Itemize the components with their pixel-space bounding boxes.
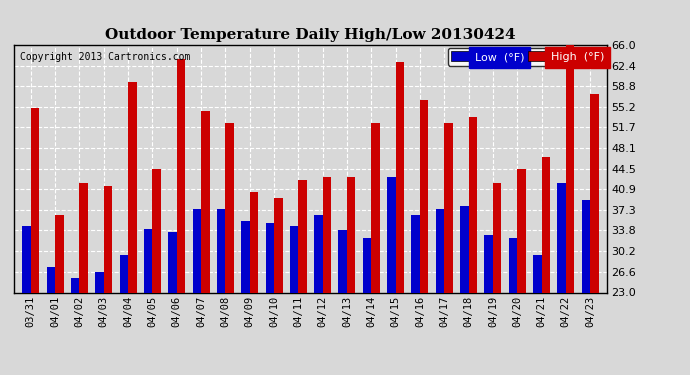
- Bar: [387, 177, 395, 292]
- Bar: [590, 94, 599, 292]
- Bar: [290, 226, 298, 292]
- Bar: [201, 111, 210, 292]
- Bar: [484, 235, 493, 292]
- Bar: [323, 177, 331, 292]
- Bar: [339, 230, 347, 292]
- Bar: [469, 117, 477, 292]
- Bar: [558, 183, 566, 292]
- Bar: [144, 229, 152, 292]
- Bar: [298, 180, 307, 292]
- Bar: [250, 192, 258, 292]
- Bar: [104, 186, 112, 292]
- Bar: [371, 123, 380, 292]
- Bar: [347, 177, 355, 292]
- Bar: [436, 209, 444, 292]
- Bar: [518, 169, 526, 292]
- Bar: [395, 62, 404, 292]
- Bar: [420, 100, 428, 292]
- Bar: [152, 169, 161, 292]
- Bar: [217, 209, 226, 292]
- Bar: [533, 255, 542, 292]
- Bar: [493, 183, 502, 292]
- Legend: Low  (°F), High  (°F): Low (°F), High (°F): [448, 48, 608, 66]
- Bar: [168, 232, 177, 292]
- Bar: [266, 224, 274, 292]
- Bar: [47, 267, 55, 292]
- Bar: [566, 45, 574, 292]
- Bar: [582, 200, 590, 292]
- Bar: [241, 220, 250, 292]
- Bar: [95, 272, 104, 292]
- Bar: [444, 123, 453, 292]
- Bar: [274, 198, 282, 292]
- Bar: [177, 59, 185, 292]
- Bar: [509, 238, 518, 292]
- Text: Copyright 2013 Cartronics.com: Copyright 2013 Cartronics.com: [20, 53, 190, 62]
- Bar: [460, 206, 469, 292]
- Bar: [22, 226, 31, 292]
- Bar: [226, 123, 234, 292]
- Bar: [79, 183, 88, 292]
- Bar: [542, 157, 550, 292]
- Bar: [314, 215, 323, 292]
- Title: Outdoor Temperature Daily High/Low 20130424: Outdoor Temperature Daily High/Low 20130…: [105, 28, 516, 42]
- Bar: [71, 278, 79, 292]
- Bar: [363, 238, 371, 292]
- Bar: [31, 108, 39, 292]
- Bar: [193, 209, 201, 292]
- Bar: [411, 215, 420, 292]
- Bar: [119, 255, 128, 292]
- Bar: [128, 82, 137, 292]
- Bar: [55, 215, 63, 292]
